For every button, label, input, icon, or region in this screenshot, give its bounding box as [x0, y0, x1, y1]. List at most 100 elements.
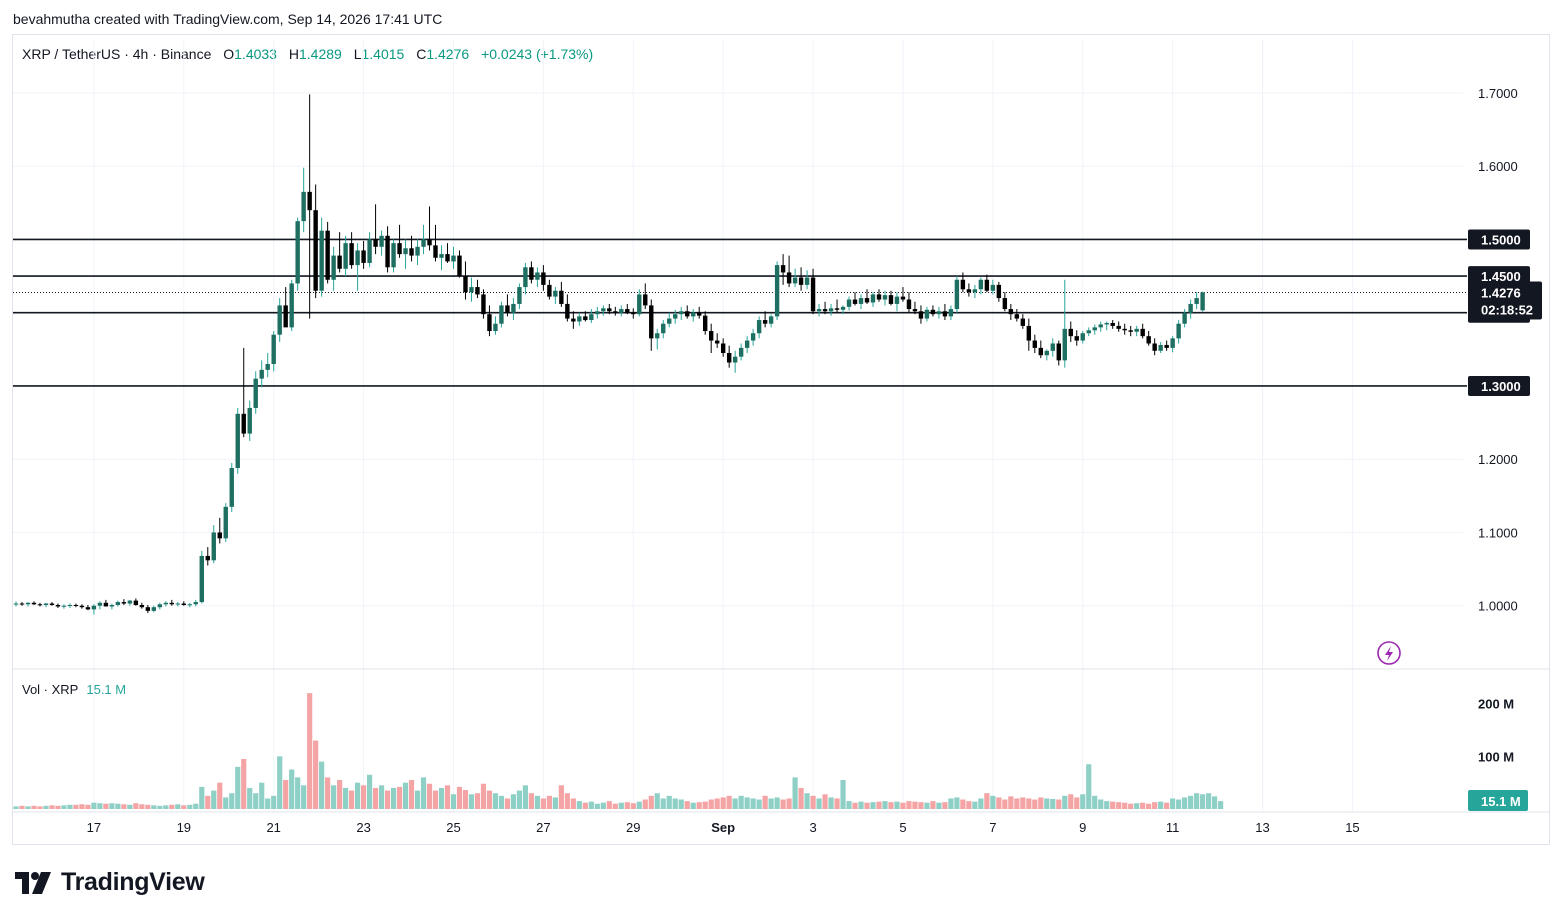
volume-bar — [355, 782, 361, 809]
volume-bar — [498, 795, 505, 809]
volume-bar — [402, 782, 409, 809]
volume-label[interactable]: Vol · XRP — [22, 682, 79, 697]
candle-body — [451, 255, 456, 262]
candle-body — [852, 299, 858, 304]
volume-bar — [1164, 802, 1170, 809]
volume-bar — [1158, 801, 1164, 809]
candle-body — [834, 308, 840, 310]
volume-bar — [858, 801, 864, 809]
volume-bar — [13, 806, 19, 809]
volume-bar — [1092, 795, 1098, 809]
volume-bar — [612, 803, 618, 809]
volume-bar — [253, 793, 259, 809]
candle-body — [529, 267, 534, 280]
candle-body — [720, 343, 726, 354]
time-tick-label: Sep — [711, 820, 735, 835]
candle-body — [792, 277, 798, 284]
candle-body — [31, 602, 37, 605]
candle-body — [1104, 322, 1109, 325]
volume-bar — [516, 790, 523, 809]
candle-body — [265, 364, 270, 370]
volume-bar — [486, 790, 493, 809]
candle-body — [337, 255, 342, 269]
low-value: 1.4015 — [361, 46, 405, 62]
volume-bar — [666, 795, 672, 809]
candle-body — [774, 265, 780, 317]
candle-body — [1086, 330, 1091, 334]
candle-body — [667, 318, 672, 324]
countdown-label: 02:18:52 — [1481, 303, 1533, 318]
volume-bar — [1182, 797, 1188, 809]
volume-bar — [289, 769, 295, 809]
candle-body — [445, 254, 450, 262]
candle-body — [918, 311, 924, 319]
close-value: 1.4276 — [426, 46, 470, 62]
candle-body — [613, 311, 618, 313]
volume-bar — [360, 785, 367, 809]
time-tick-label: 11 — [1166, 820, 1180, 835]
volume-bar — [630, 803, 636, 809]
candle-body — [283, 305, 288, 328]
volume-bar — [1068, 794, 1074, 809]
volume-bar — [540, 798, 546, 809]
volume-bar — [654, 793, 660, 809]
volume-bar — [1194, 793, 1200, 809]
candle-body — [954, 279, 960, 310]
candle-body — [1140, 328, 1145, 337]
volume-bar — [241, 758, 247, 809]
candle-body — [463, 276, 468, 293]
candle-body — [894, 296, 900, 304]
volume-bar — [408, 780, 415, 809]
time-tick-label: 5 — [899, 820, 906, 835]
volume-bar — [319, 761, 325, 809]
candle-body — [643, 294, 648, 306]
volume-bar — [444, 785, 451, 809]
candle-body — [780, 265, 786, 273]
volume-bar — [474, 793, 481, 809]
time-tick-label: 15 — [1345, 820, 1359, 835]
candle-body — [547, 284, 552, 297]
volume-bar — [307, 693, 313, 809]
volume-bar — [211, 790, 217, 809]
volume-bar — [456, 786, 463, 809]
candle-body — [601, 308, 606, 312]
candle-body — [193, 602, 198, 605]
price-chart[interactable]: 1.00001.10001.20001.30001.40001.50001.60… — [0, 0, 1563, 860]
candle-body — [996, 284, 1002, 299]
volume-bar — [1044, 798, 1050, 809]
volume-bar — [534, 795, 540, 809]
volume-bar — [1122, 802, 1128, 809]
candle-body — [397, 243, 402, 255]
close-label: C — [416, 46, 427, 62]
candle-body — [858, 298, 864, 304]
volume-bar — [1050, 798, 1056, 809]
candle-body — [145, 607, 151, 611]
candle-body — [990, 284, 996, 291]
lightning-icon[interactable] — [1377, 641, 1401, 665]
volume-bar — [1140, 802, 1146, 809]
volume-bar — [972, 801, 978, 809]
symbol-label[interactable]: XRP / TetherUS · 4h · Binance — [22, 46, 212, 62]
candle-body — [85, 607, 91, 610]
volume-bar — [163, 805, 169, 809]
volume-bar — [936, 802, 942, 809]
tradingview-logo[interactable]: TradingView — [15, 868, 205, 897]
time-tick-label: 21 — [266, 820, 280, 835]
time-tick-label: 29 — [626, 820, 640, 835]
time-tick-label: 3 — [809, 820, 816, 835]
volume-bar — [1134, 803, 1140, 809]
volume-bar — [1206, 793, 1212, 809]
axes: 1.00001.10001.20001.30001.40001.50001.60… — [87, 86, 1518, 835]
level-badge — [1468, 266, 1530, 287]
candle-body — [487, 314, 492, 332]
candle-body — [355, 250, 360, 266]
candle-body — [828, 308, 834, 312]
level-badge-label: 1.3000 — [1481, 379, 1521, 394]
candle-body — [295, 221, 300, 284]
price-tick-label: 1.0000 — [1478, 599, 1518, 614]
volume-bar — [277, 756, 283, 809]
volume-bars — [13, 693, 1224, 809]
candle-body — [1188, 303, 1193, 313]
candle-body — [625, 309, 630, 313]
volume-bar — [43, 805, 49, 809]
